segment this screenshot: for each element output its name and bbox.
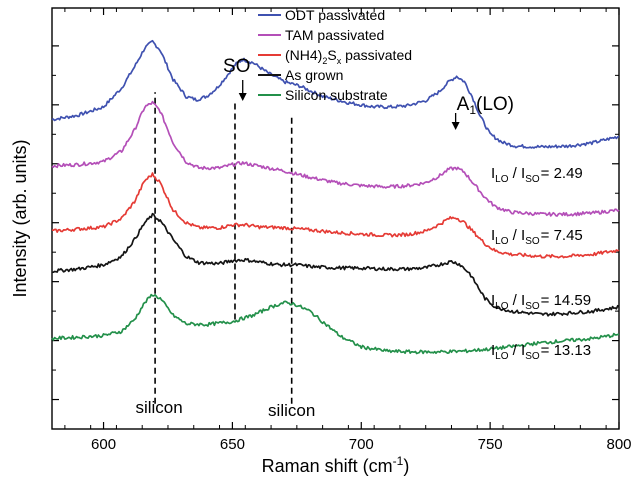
- spectrum-line: [51, 39, 620, 149]
- x-tick-label: 750: [478, 436, 503, 453]
- legend-label: TAM passivated: [285, 27, 384, 43]
- ratio-i: I: [521, 342, 525, 359]
- ratio-subscript-lo: LO: [495, 301, 509, 312]
- legend-label: (NH4)2Sx passivated: [285, 47, 412, 66]
- ratio-separator: /: [509, 227, 522, 244]
- legend-label: As grown: [285, 67, 343, 83]
- intensity-ratio-label: ILO / ISO= 14.59: [491, 292, 591, 312]
- legend-label-text: ODT passivated: [285, 7, 385, 23]
- x-axis-label-text: Raman shift (cm: [262, 456, 393, 476]
- x-tick-label: 600: [91, 436, 116, 453]
- x-tick-label: 700: [349, 436, 374, 453]
- ratio-i: I: [521, 292, 525, 309]
- ratio-value: = 2.49: [541, 165, 583, 182]
- legend-label-subscript: x: [337, 56, 342, 66]
- ratio-value: = 14.59: [541, 292, 591, 309]
- spectrum-line: [51, 100, 620, 217]
- legend: ODT passivated TAM passivated (NH4)2Sx pas…: [258, 7, 412, 103]
- ratio-i: I: [491, 165, 495, 182]
- reference-lines: [154, 92, 293, 404]
- legend-label-subscript: 2: [322, 56, 327, 66]
- ratio-i: I: [491, 227, 495, 244]
- ratio-value: = 13.13: [541, 342, 591, 359]
- x-axis-ticks: 600 650 700 750 800: [64, 8, 632, 453]
- spectra-lines: [51, 39, 620, 355]
- legend-label: Silicon substrate: [285, 87, 388, 103]
- legend-label-text: (NH4): [285, 47, 322, 63]
- legend-label-text: TAM passivated: [285, 27, 384, 43]
- spectrum-line: [51, 293, 620, 355]
- silicon-label: silicon: [135, 398, 182, 417]
- x-tick-label: 650: [220, 436, 245, 453]
- a1lo-label-subscript: 1: [469, 103, 476, 117]
- ratio-separator: /: [509, 292, 522, 309]
- so-arrow-head: [238, 93, 247, 101]
- ratio-i: I: [491, 292, 495, 309]
- axis-labels: Raman shift (cm-1) Intensity (arb. units): [10, 139, 409, 476]
- a1lo-arrow-head: [451, 122, 460, 130]
- legend-label-text: S: [327, 47, 336, 63]
- ratio-subscript-so: SO: [525, 301, 540, 312]
- ratio-value: = 7.45: [541, 227, 583, 244]
- plot-area-border: [51, 7, 620, 430]
- ratio-subscript-so: SO: [525, 351, 540, 362]
- ratio-i: I: [521, 165, 525, 182]
- ratio-subscript-lo: LO: [495, 174, 509, 185]
- spectrum-line: [51, 172, 620, 259]
- x-axis-label-text: ): [403, 456, 409, 476]
- intensity-ratio-label: ILO / ISO= 2.49: [491, 165, 583, 185]
- ratio-i: I: [521, 227, 525, 244]
- legend-label-text: Silicon substrate: [285, 87, 388, 103]
- ratio-subscript-lo: LO: [495, 351, 509, 362]
- x-tick-label: 800: [606, 436, 631, 453]
- legend-label: ODT passivated: [285, 7, 385, 23]
- ratio-i: I: [491, 342, 495, 359]
- ratio-separator: /: [509, 342, 522, 359]
- intensity-ratio-label: ILO / ISO= 7.45: [491, 227, 583, 247]
- plot-frame: [51, 7, 620, 430]
- a1lo-label-main: A: [457, 94, 470, 115]
- x-axis-label: Raman shift (cm-1): [262, 454, 410, 476]
- intensity-ratio-label: ILO / ISO= 13.13: [491, 342, 591, 362]
- legend-label-text: passivated: [341, 47, 412, 63]
- x-axis-label-superscript: -1: [393, 454, 404, 468]
- a1lo-label: A1(LO): [457, 94, 514, 117]
- ratio-subscript-so: SO: [525, 174, 540, 185]
- so-label: SO: [223, 56, 250, 77]
- a1lo-label-end: (LO): [476, 94, 514, 115]
- ratio-subscript-so: SO: [525, 236, 540, 247]
- y-axis-label: Intensity (arb. units): [10, 139, 30, 297]
- legend-label-text: As grown: [285, 67, 343, 83]
- spectrum-line: [51, 212, 620, 317]
- silicon-label: silicon: [268, 401, 315, 420]
- ratio-separator: /: [509, 165, 522, 182]
- ratio-subscript-lo: LO: [495, 236, 509, 247]
